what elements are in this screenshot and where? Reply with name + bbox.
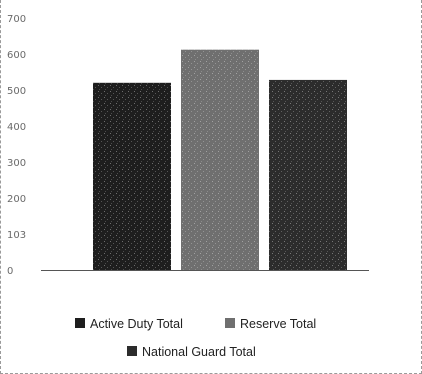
bar-texture [93, 82, 171, 270]
legend-swatch [127, 346, 137, 356]
y-tick-label: 200 [7, 194, 26, 205]
legend-swatch [225, 318, 235, 328]
legend-label: Reserve Total [240, 317, 316, 331]
legend-label: Active Duty Total [90, 317, 183, 331]
y-tick-label: 0 [7, 266, 13, 277]
bar-texture [269, 79, 347, 270]
y-tick-label: 300 [7, 158, 26, 169]
legend-swatch [75, 318, 85, 328]
y-tick-label: 103 [7, 230, 26, 241]
legend-label: National Guard Total [142, 345, 256, 359]
y-tick-label: 600 [7, 50, 26, 61]
bar-texture [181, 49, 259, 271]
y-tick-label: 500 [7, 86, 26, 97]
y-tick-label: 400 [7, 122, 26, 133]
y-tick-label: 700 [7, 14, 26, 25]
